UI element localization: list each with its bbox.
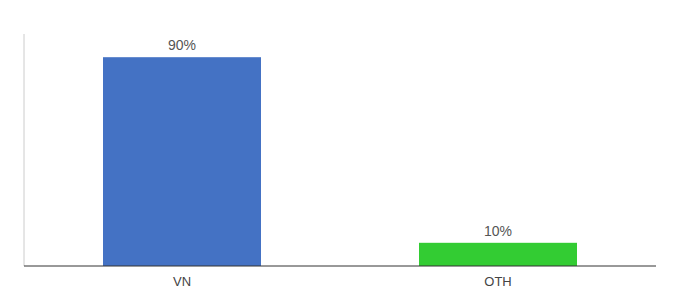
y-axis-line — [24, 34, 25, 266]
bar — [419, 243, 577, 266]
chart-container: VN OTH 90% 10% — [0, 0, 680, 300]
chart-svg: VN OTH 90% 10% — [0, 0, 680, 300]
data-label: 90% — [168, 37, 196, 53]
x-tick-label: OTH — [484, 274, 511, 289]
bar — [103, 57, 261, 266]
data-label: 10% — [484, 223, 512, 239]
bars — [103, 57, 577, 266]
x-tick-label: VN — [173, 274, 191, 289]
x-axis-line — [24, 266, 656, 267]
